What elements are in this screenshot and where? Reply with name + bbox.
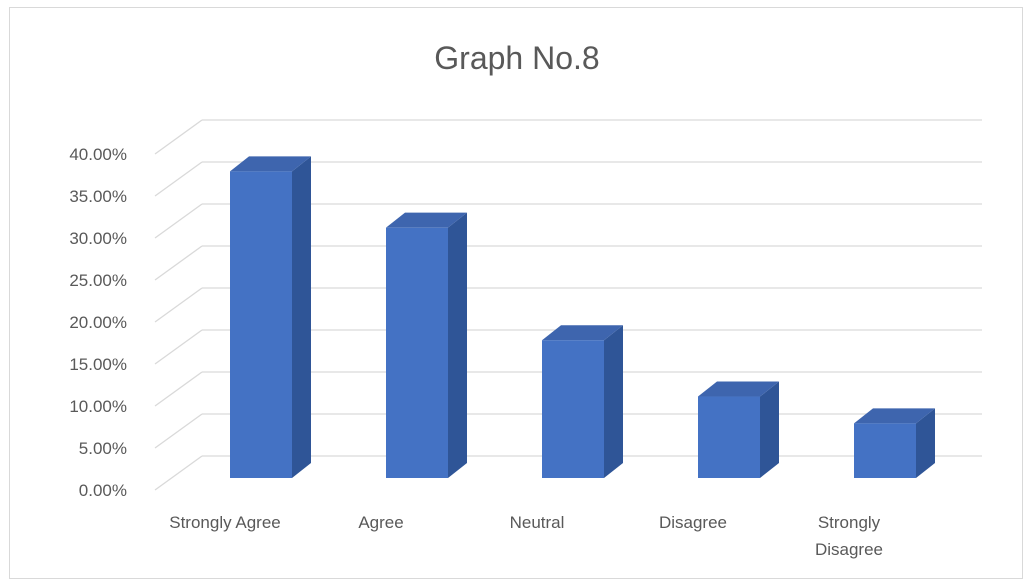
bar-side [292,156,311,478]
bar [386,227,448,478]
y-tick-label: 40.00% [69,145,127,164]
bar-top [854,408,935,424]
gridline-depth [154,329,203,365]
bar-side [916,408,935,478]
gridline-depth [154,287,203,323]
y-tick-label: 25.00% [69,271,127,290]
bar-top [698,381,779,397]
gridline-depth [154,455,203,491]
gridline-depth [154,371,203,407]
y-tick-label: 30.00% [69,229,127,248]
x-tick-label: Strongly [818,513,881,532]
bar [698,396,760,478]
y-tick-label: 0.00% [79,481,127,500]
bar-side [760,381,779,478]
bar-side [604,325,623,478]
y-tick-label: 5.00% [79,439,127,458]
bar-top [230,156,311,172]
gridline-depth [154,413,203,449]
bar [542,340,604,478]
x-tick-label: Strongly Agree [169,513,281,532]
y-tick-label: 20.00% [69,313,127,332]
x-tick-label: Neutral [510,513,565,532]
chart-title: Graph No.8 [434,40,600,76]
x-tick-label: Disagree [815,540,883,559]
y-tick-label: 10.00% [69,397,127,416]
x-tick-label: Disagree [659,513,727,532]
gridline-depth [154,119,203,155]
y-tick-label: 15.00% [69,355,127,374]
bar-top [542,325,623,341]
gridline-depth [154,203,203,239]
gridline-depth [154,245,203,281]
gridline-depth [154,161,203,197]
bar [230,171,292,478]
x-tick-label: Agree [358,513,403,532]
bar-side [448,212,467,478]
y-tick-label: 35.00% [69,187,127,206]
bar-top [386,212,467,228]
bar [854,423,916,478]
chart-area [9,7,1023,579]
